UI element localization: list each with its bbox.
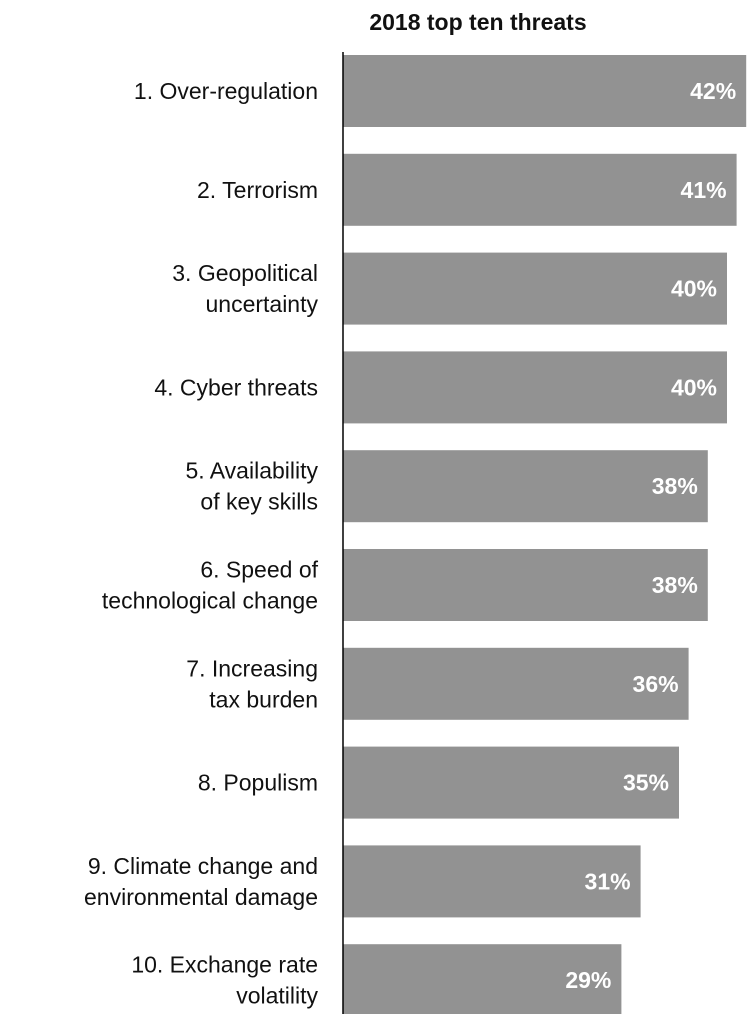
value-label-8: 35% [623, 770, 669, 796]
category-label-9: 9. Climate change and environmental damag… [84, 853, 318, 910]
bar-10 [343, 944, 622, 1014]
category-label-1: 1. Over-regulation [134, 78, 318, 104]
value-label-9: 31% [585, 868, 631, 894]
value-label-3: 40% [671, 276, 717, 302]
category-label-3: 3. Geopolitical uncertainty [172, 260, 318, 317]
bar-9 [343, 845, 641, 918]
bars-group: 42% 41% 40% 40% 38% 38% 36% 35% 31% 29% [343, 55, 747, 1014]
chart-title: 2018 top ten threats [369, 9, 586, 35]
value-label-7: 36% [633, 671, 679, 697]
value-label-2: 41% [681, 177, 727, 203]
category-label-4: 4. Cyber threats [154, 374, 318, 400]
bar-4 [343, 351, 727, 424]
category-label-8: 8. Populism [198, 770, 318, 796]
bar-7 [343, 647, 689, 720]
bar-3 [343, 252, 727, 325]
category-label-7: 7. Increasing tax burden [186, 655, 318, 712]
category-label-5: 5. Availability of key skills [185, 458, 318, 515]
bar-8 [343, 746, 679, 819]
value-label-4: 40% [671, 374, 717, 400]
category-label-2: 2. Terrorism [197, 177, 318, 203]
category-label-6: 6. Speed of technological change [102, 557, 319, 614]
category-label-10: 10. Exchange rate volatility [131, 952, 318, 1009]
value-label-6: 38% [652, 572, 698, 598]
bar-6 [343, 549, 708, 621]
value-label-5: 38% [652, 473, 698, 499]
value-label-1: 42% [690, 78, 736, 104]
bar-1 [343, 55, 747, 127]
bar-2 [343, 153, 737, 226]
category-labels-group: 1. Over-regulation 2. Terrorism 3. Geopoli… [84, 78, 319, 1009]
value-label-10: 29% [565, 967, 611, 993]
bar-5 [343, 450, 708, 523]
